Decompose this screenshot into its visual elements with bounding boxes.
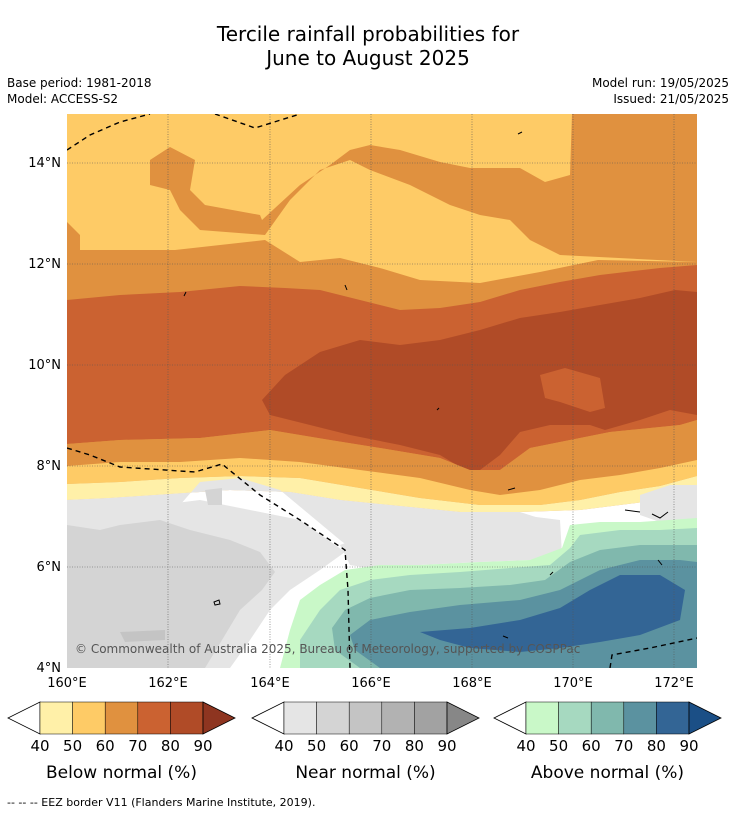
colorbar-min-arrow — [251, 701, 285, 735]
colorbar-tick-label: 60 — [340, 737, 359, 755]
islands — [183, 131, 669, 639]
colorbar-tick-label: 60 — [96, 737, 115, 755]
colorbar-cell — [414, 701, 448, 735]
model-run: Model run: 19/05/2025 — [591, 76, 729, 90]
colorbar-tick-label: 70 — [372, 737, 391, 755]
colorbar-title: Near normal (%) — [295, 763, 435, 783]
lat-tick-4: 4°N — [37, 661, 62, 676]
colorbar-tick-label: 80 — [161, 737, 180, 755]
colorbar-tick-label: 40 — [30, 737, 49, 755]
lat-tick-8: 8°N — [37, 459, 62, 474]
region-above-80 — [420, 575, 685, 652]
region-below-60-north — [150, 114, 697, 262]
colorbar-cell — [170, 701, 204, 735]
colorbar-cell — [72, 701, 106, 735]
title-line-1: Tercile rainfall probabilities for — [216, 22, 520, 46]
colorbar-tick-label: 50 — [63, 737, 82, 755]
colorbar-cell — [137, 701, 171, 735]
colorbar-tick-label: 90 — [679, 737, 698, 755]
colorbar-cell — [348, 701, 383, 735]
colorbar-cell — [283, 701, 317, 735]
colorbar-max-arrow — [202, 701, 236, 735]
lon-tick-168: 168°E — [452, 676, 492, 691]
issued-date: Issued: 21/05/2025 — [613, 92, 729, 106]
metadata-right: Model run: 19/05/2025 Issued: 21/05/2025 — [592, 75, 729, 107]
colorbar-min-arrow — [493, 701, 527, 735]
colorbar-cell — [623, 701, 657, 735]
lon-tick-170: 170°E — [553, 676, 593, 691]
model-name: Model: ACCESS-S2 — [7, 92, 119, 106]
lat-tick-14: 14°N — [28, 156, 61, 171]
colorbar-tick-label: 90 — [193, 737, 212, 755]
colorbar-tick-label: 70 — [128, 737, 147, 755]
lon-tick-166: 166°E — [351, 676, 391, 691]
region-near-50 — [67, 520, 275, 668]
region-near-40-c — [340, 515, 562, 570]
colorbar-tick-label: 60 — [582, 737, 601, 755]
colorbar-min-arrow — [7, 701, 41, 735]
longitude-axis: 160°E 162°E 164°E 166°E 168°E 170°E 172°… — [47, 676, 694, 691]
region-below-60-south — [67, 420, 697, 495]
colorbar-above: 40 50 60 70 80 90 Above normal (%) — [493, 701, 722, 783]
colorbar-tick-label: 50 — [549, 737, 568, 755]
lon-tick-164: 164°E — [250, 676, 290, 691]
colorbar-max-arrow — [688, 701, 722, 735]
lon-tick-172: 172°E — [654, 676, 694, 691]
colorbar-tick-label: 50 — [307, 737, 326, 755]
title-line-2: June to August 2025 — [266, 46, 470, 70]
lat-tick-10: 10°N — [28, 358, 61, 373]
region-below-50-south — [67, 458, 697, 505]
base-period: Base period: 1981-2018 — [7, 76, 152, 90]
lon-tick-162: 162°E — [148, 676, 188, 691]
map-plot-area: © Commonwealth of Australia 2025, Bureau… — [67, 114, 697, 668]
colorbar-title: Above normal (%) — [531, 763, 684, 783]
metadata-left: Base period: 1981-2018 Model: ACCESS-S2 — [7, 75, 152, 107]
colorbar-below: 40 50 60 70 80 90 Below normal (%) — [7, 701, 236, 783]
chart-title: Tercile rainfall probabilities for June … — [0, 22, 736, 70]
colorbar-cell — [590, 701, 625, 735]
colorbar-cell — [39, 701, 73, 735]
colorbar-tick-label: 40 — [274, 737, 293, 755]
latitude-axis: 4°N 6°N 8°N 10°N 12°N 14°N — [28, 156, 61, 676]
legends: 40 50 60 70 80 90 Below normal (%) 40 50 60 70 80 90… — [7, 701, 722, 783]
colorbar-max-arrow — [446, 701, 480, 735]
lat-tick-6: 6°N — [37, 560, 62, 575]
region-near-60 — [120, 630, 165, 642]
colorbar-tick-label: 40 — [516, 737, 535, 755]
region-below-70-patch — [540, 368, 605, 412]
colorbar-cell — [558, 701, 592, 735]
colorbar-cell — [525, 701, 559, 735]
lon-tick-160: 160°E — [47, 676, 87, 691]
colorbar-cell — [656, 701, 690, 735]
colorbar-cell — [316, 701, 350, 735]
colorbar-tick-label: 80 — [647, 737, 666, 755]
region-near-50-b — [205, 488, 222, 505]
colorbar-cell — [104, 701, 139, 735]
grid-lines — [67, 114, 697, 668]
colorbar-cell — [381, 701, 415, 735]
colorbar-tick-label: 90 — [437, 737, 456, 755]
lat-tick-12: 12°N — [28, 257, 61, 272]
colorbar-tick-label: 70 — [614, 737, 633, 755]
eez-borders — [67, 114, 697, 668]
colorbar-title: Below normal (%) — [46, 763, 197, 783]
region-near-40-d — [640, 485, 697, 522]
colorbar-tick-label: 80 — [405, 737, 424, 755]
copyright-notice: © Commonwealth of Australia 2025, Bureau… — [75, 642, 580, 656]
eez-footnote: -- -- -- EEZ border V11 (Flanders Marine… — [7, 796, 316, 809]
